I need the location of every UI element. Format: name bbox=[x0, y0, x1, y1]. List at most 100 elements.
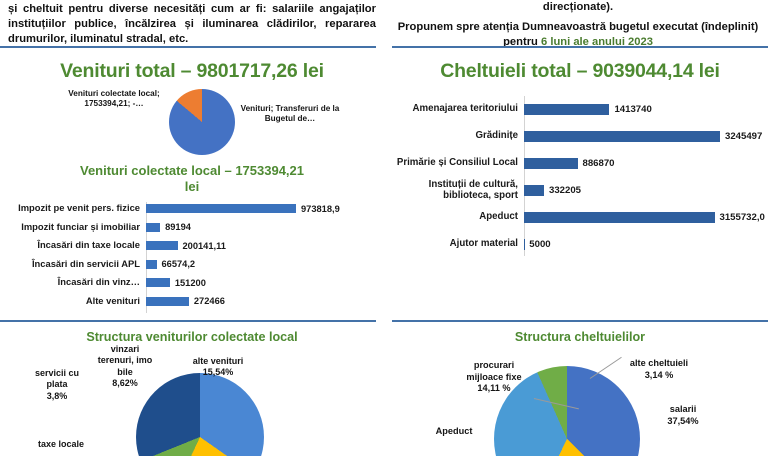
pie-label-salarii: salarii 37,54% bbox=[644, 404, 722, 427]
divider-bottom-left bbox=[0, 320, 376, 322]
pie-label-procurari-l1: procurari bbox=[473, 360, 515, 370]
pie-label-servicii-cu-plata: servicii cu plata 3,8% bbox=[20, 368, 94, 402]
bar-row: Instituții de cultură, biblioteca, sport… bbox=[396, 177, 768, 204]
intro-right-line3-prefix: pentru bbox=[503, 36, 541, 49]
bar-row: Încasări din servicii APL 66574,2 bbox=[6, 255, 380, 274]
bar-row: Amenajarea teritoriului 1413740 bbox=[396, 96, 768, 123]
bar-value-label: 200141,11 bbox=[182, 240, 226, 251]
bar-track: 89194 bbox=[146, 222, 380, 232]
bar-row: Primărie și Consiliul Local 886870 bbox=[396, 150, 768, 177]
venituri-colectate-subtitle-l1: Venituri colectate local – 1753394,21 bbox=[79, 163, 305, 178]
cheltuieli-bars-list: Amenajarea teritoriului 1413740 Grădinițe 3… bbox=[396, 96, 768, 258]
bar-track: 200141,11 bbox=[146, 241, 380, 251]
intro-right-line2: Propunem spre atenția Dumneavoastră buge… bbox=[397, 21, 759, 34]
pie-label-alte-venituri-name: alte venituri bbox=[192, 356, 244, 366]
venituri-colectate-subtitle: Venituri colectate local – 1753394,21 le… bbox=[0, 163, 384, 196]
bar-row: Apeduct 3155732,0 bbox=[396, 204, 768, 231]
bar-value-label: 1413740 bbox=[614, 104, 652, 115]
bar-value-label: 3155732,0 bbox=[719, 212, 765, 223]
bar-row: Încasări din taxe locale 200141,11 bbox=[6, 237, 380, 256]
bar-value-label: 5000 bbox=[529, 239, 551, 250]
bar-track: 1413740 bbox=[524, 104, 768, 115]
intro-right-line3: pentru 6 luni ale anului 2023 bbox=[392, 35, 764, 50]
bar-fill bbox=[146, 222, 161, 232]
venituri-total-title: Venituri total – 9801717,26 lei bbox=[60, 60, 324, 82]
pie-label-taxe-locale: taxe locale bbox=[37, 439, 85, 449]
bar-row: Impozit pe venit pers. fizice 973818,9 bbox=[6, 200, 380, 219]
pie-label-vinzari-l3: bile bbox=[117, 366, 133, 377]
pie-label-apeduct-structura: Apeduct bbox=[435, 426, 473, 436]
bar-label: Ajutor material bbox=[449, 238, 518, 250]
bar-row: Încasări din vinz… 151200 bbox=[6, 274, 380, 293]
bar-label: Instituții de cultură, biblioteca, sport bbox=[428, 178, 518, 201]
pie-label-venituri-colectate: Venituri colectate local; 1753394,21; -… bbox=[68, 89, 160, 109]
pie-venituri-total bbox=[169, 89, 235, 155]
intro-right-line1: direcționate). bbox=[542, 1, 614, 13]
pie-label-procurari-pct: 14,11 % bbox=[477, 383, 511, 393]
pie-label-salarii-pct: 37,54% bbox=[667, 415, 699, 426]
structura-venituri-pie-chart: alte venituri 15,54% vinzari terenuri, i… bbox=[0, 344, 384, 456]
panel-venituri: Venituri total – 9801717,26 lei Venituri… bbox=[0, 54, 384, 316]
pie-label-alte-cheltuieli-pct: 3,14 % bbox=[644, 369, 674, 380]
bar-label: Încasări din taxe locale bbox=[37, 239, 140, 251]
bar-label: Impozit pe venit pers. fizice bbox=[18, 202, 140, 214]
pie-label-vinzari-pct: 8,62% bbox=[112, 377, 138, 388]
bar-value-label: 973818,9 bbox=[301, 203, 340, 214]
bar-row: Grădinițe 3245497 bbox=[396, 123, 768, 150]
bar-fill bbox=[524, 104, 610, 115]
divider-bottom-right bbox=[392, 320, 768, 322]
bar-label: Grădinițe bbox=[475, 130, 518, 142]
bar-row: Ajutor material 5000 bbox=[396, 231, 768, 258]
bar-label: Amenajarea teritoriului bbox=[412, 103, 518, 115]
pie-label-vinzari-terenuri: vinzari terenuri, imo bile 8,62% bbox=[84, 344, 166, 389]
pie-label-procurari-mijloace-fixe: procurari mijloace fixe 14,11 % bbox=[448, 360, 540, 395]
intro-paragraph-left: și cheltuit pentru diverse necesități cu… bbox=[8, 3, 376, 46]
pie-label-servicii-pct: 3,8% bbox=[46, 390, 68, 401]
pie-label-servicii-l2: plata bbox=[46, 379, 68, 390]
pie-label-alte-venituri: alte venituri 15,54% bbox=[172, 356, 264, 379]
structura-cheltuieli-pie-chart: salarii 37,54% alte cheltuieli 3,14 % pr… bbox=[392, 344, 768, 456]
bar-fill bbox=[146, 241, 178, 251]
venituri-pie-chart: Venituri colectate local; 1753394,21; -…… bbox=[0, 87, 384, 159]
cheltuieli-total-title: Cheltuieli total – 9039044,14 lei bbox=[440, 60, 720, 82]
bar-fill bbox=[146, 259, 157, 269]
bar-track: 3245497 bbox=[524, 131, 768, 142]
period-highlight: 6 luni ale anului 2023 bbox=[541, 36, 653, 49]
cheltuieli-bar-chart: Amenajarea teritoriului 1413740 Grădinițe 3… bbox=[392, 96, 768, 258]
venituri-colectate-subtitle-l2: lei bbox=[184, 179, 200, 195]
divider-top-left bbox=[0, 46, 376, 48]
bar-fill bbox=[146, 204, 296, 214]
bar-value-label: 3245497 bbox=[725, 131, 763, 142]
structura-venituri-title: Structura veniturilor colectate local bbox=[86, 330, 298, 344]
bar-value-label: 886870 bbox=[582, 158, 615, 169]
bar-track: 973818,9 bbox=[146, 204, 380, 214]
pie-label-procurari-l2: mijloace fixe bbox=[466, 371, 522, 382]
bar-fill bbox=[524, 131, 720, 142]
bar-value-label: 332205 bbox=[548, 185, 581, 196]
pie-label-venituri-transferuri: Venituri; Transferuri de la Bugetul de… bbox=[240, 104, 340, 124]
pie-label-alte-cheltuieli: alte cheltuieli 3,14 % bbox=[614, 358, 704, 381]
bar-label: Alte venituri bbox=[85, 294, 140, 306]
bar-value-label: 89194 bbox=[165, 222, 191, 233]
divider-top-right bbox=[392, 46, 768, 48]
bar-label: Primărie și Consiliul Local bbox=[396, 157, 518, 169]
pie-label-alte-venituri-pct: 15,54% bbox=[202, 367, 234, 378]
pie-label-vinzari-l1: vinzari bbox=[110, 344, 140, 354]
bar-fill bbox=[524, 212, 715, 223]
bar-row: Impozit funciar și imobiliar 89194 bbox=[6, 218, 380, 237]
bar-track: 66574,2 bbox=[146, 259, 380, 269]
bar-row: Alte venituri 272466 bbox=[6, 292, 380, 311]
bar-fill bbox=[524, 185, 544, 196]
pie-label-salarii-name: salarii bbox=[669, 404, 697, 414]
structura-cheltuieli-title: Structura cheltuielilor bbox=[514, 330, 646, 344]
panel-cheltuieli: Cheltuieli total – 9039044,14 lei Amenaj… bbox=[392, 54, 768, 316]
bar-value-label: 66574,2 bbox=[161, 259, 196, 270]
bar-track: 5000 bbox=[524, 239, 768, 250]
venituri-bar-chart: Impozit pe venit pers. fizice 973818,9 Imp… bbox=[0, 200, 384, 313]
bar-fill bbox=[146, 296, 189, 306]
venituri-bars-list: Impozit pe venit pers. fizice 973818,9 Imp… bbox=[6, 200, 380, 311]
pie-label-servicii-l1: servicii cu bbox=[34, 368, 80, 378]
bar-label: Apeduct bbox=[479, 211, 518, 223]
bar-fill bbox=[524, 158, 578, 169]
